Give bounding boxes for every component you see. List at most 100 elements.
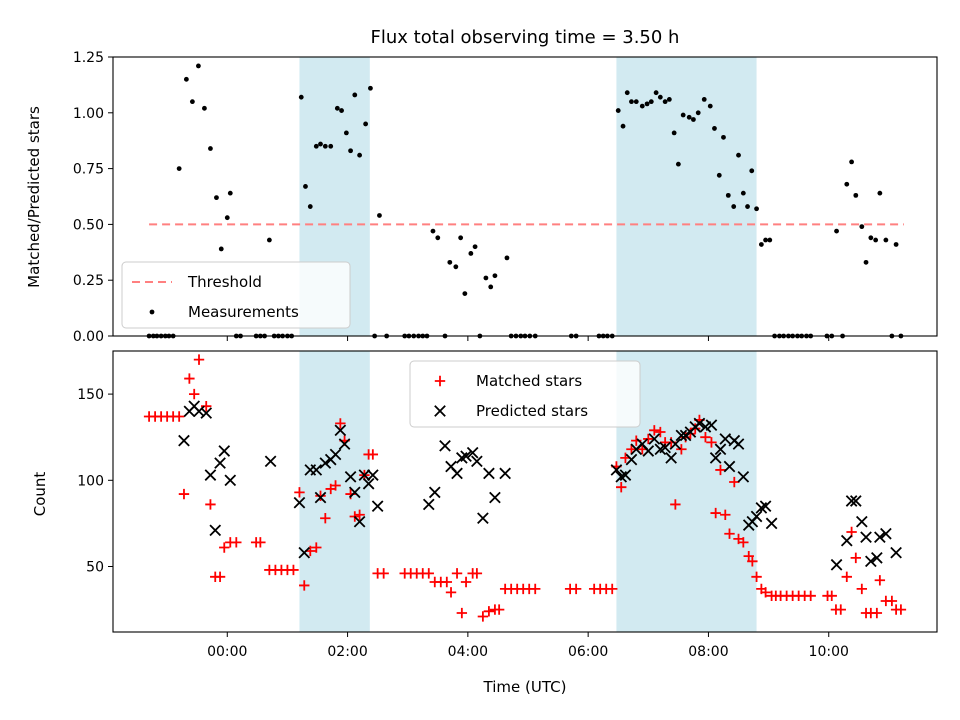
- data-point: [348, 148, 353, 154]
- data-point: [754, 206, 759, 212]
- bottom-axes-frame: [112, 350, 938, 633]
- top-legend: Threshold Measurements: [121, 261, 351, 329]
- data-point: [856, 583, 868, 595]
- data-point: [264, 455, 277, 468]
- data-point: [629, 99, 634, 105]
- data-point: [204, 469, 217, 481]
- data-point: [445, 587, 457, 598]
- bottom-legend: Matched stars Predicted stars: [409, 360, 641, 428]
- data-point: [701, 97, 707, 102]
- data-point: [530, 583, 541, 595]
- data-point: [348, 486, 361, 499]
- data-point: [311, 542, 322, 553]
- legend-label: Predicted stars: [476, 402, 588, 420]
- data-point: [435, 235, 441, 241]
- legend-marker: [149, 309, 155, 315]
- data-point: [214, 195, 219, 201]
- data-point: [499, 467, 511, 480]
- data-point: [319, 457, 332, 469]
- data-point: [626, 444, 637, 455]
- data-point: [849, 159, 854, 165]
- data-point: [266, 237, 272, 243]
- data-point: [883, 237, 889, 243]
- data-point: [423, 568, 434, 579]
- data-point: [188, 388, 200, 400]
- data-point: [860, 531, 872, 544]
- y-tick-label: 150: [77, 387, 104, 403]
- x-tick-label: 06:00: [568, 644, 608, 660]
- data-point: [830, 558, 843, 571]
- data-point: [353, 515, 366, 528]
- data-point: [472, 244, 478, 250]
- data-point: [460, 450, 472, 462]
- data-point: [845, 495, 858, 507]
- data-point: [471, 455, 483, 468]
- data-point: [492, 273, 498, 279]
- chart-title: Flux total observing time = 3.50 h: [371, 27, 680, 48]
- data-point: [178, 434, 190, 447]
- data-point: [367, 449, 379, 460]
- data-point: [456, 607, 468, 619]
- data-point: [737, 471, 750, 483]
- data-point: [288, 564, 299, 576]
- legend-marker: [434, 375, 446, 387]
- y-tick-label: 0.25: [73, 273, 104, 289]
- data-point: [890, 546, 902, 559]
- bottom-panel: 00:00 02:00 04:00 06:00 08:00 10:00 50 100 150 Ma…: [77, 350, 938, 660]
- data-point: [352, 92, 358, 98]
- data-point: [624, 90, 630, 96]
- data-point: [328, 143, 334, 149]
- data-point: [725, 192, 731, 198]
- data-point: [680, 112, 686, 118]
- data-point: [662, 99, 668, 105]
- data-point: [657, 94, 663, 100]
- data-point: [320, 513, 331, 524]
- data-point: [483, 606, 495, 617]
- data-point: [745, 204, 750, 209]
- data-point: [659, 441, 671, 454]
- data-point: [489, 491, 501, 504]
- y-tick-label: 100: [77, 473, 104, 489]
- data-point: [738, 537, 749, 548]
- data-point: [834, 228, 839, 234]
- data-point: [871, 552, 883, 564]
- data-point: [471, 568, 483, 579]
- data-point: [488, 284, 494, 290]
- data-point: [639, 103, 645, 109]
- data-point: [724, 528, 735, 539]
- data-point: [313, 143, 319, 149]
- data-point: [339, 108, 344, 113]
- data-point: [729, 476, 740, 488]
- data-point: [653, 90, 659, 96]
- data-point: [844, 181, 850, 187]
- data-point: [693, 417, 706, 430]
- data-point: [700, 431, 711, 443]
- data-point: [669, 438, 682, 450]
- data-point: [173, 411, 185, 422]
- data-point: [877, 190, 883, 196]
- data-point: [330, 480, 341, 491]
- x-tick-label: 08:00: [688, 644, 728, 660]
- x-tick-label: 02:00: [327, 644, 367, 660]
- data-point: [460, 576, 472, 588]
- bottom-series-predicted-stars: [178, 400, 902, 571]
- data-point: [895, 604, 907, 615]
- data-point: [363, 121, 369, 127]
- data-point: [705, 419, 718, 431]
- data-point: [719, 433, 732, 445]
- data-point: [675, 429, 688, 442]
- data-point: [666, 97, 672, 102]
- data-point: [477, 611, 489, 622]
- data-point: [649, 425, 660, 436]
- top-shaded-interval: [616, 57, 757, 336]
- data-point: [610, 464, 623, 476]
- data-point: [335, 418, 346, 429]
- data-point: [368, 85, 373, 91]
- data-point: [691, 117, 696, 122]
- y-tick-label: 1.25: [73, 50, 104, 66]
- data-point: [344, 471, 357, 483]
- data-point: [880, 527, 892, 540]
- legend-marker: [434, 405, 446, 417]
- data-point: [218, 445, 231, 457]
